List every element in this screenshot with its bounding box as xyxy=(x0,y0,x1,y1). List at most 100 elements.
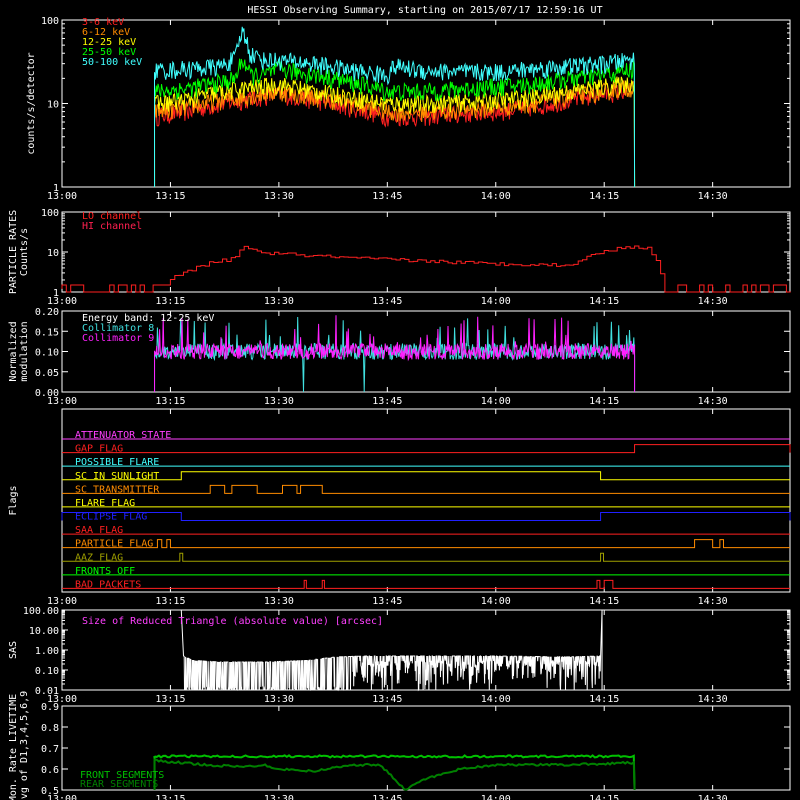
annotation: Energy band: 12-25 keV xyxy=(82,313,214,324)
annotation: Size of Reduced Triangle (absolute value… xyxy=(82,616,383,627)
series-line xyxy=(153,754,636,791)
x-tick-label: 14:00 xyxy=(481,296,511,307)
flag-line xyxy=(62,471,790,481)
legend-entry: Collimator 9 xyxy=(82,333,154,344)
y-axis-label-line2: Counts/s xyxy=(19,228,30,276)
y-tick-label: 0.6 xyxy=(41,765,59,776)
flag-label: PARTICLE FLAG xyxy=(75,539,153,550)
x-tick-label: 13:45 xyxy=(372,396,402,407)
flag-label: SAA FLAG xyxy=(75,525,123,536)
flag-label: ECLIPSE FLAG xyxy=(75,512,147,523)
y-tick-label: 0.9 xyxy=(41,702,59,713)
panel-2: 13:00 13:15 13:30 13:45 14:00 14:15 14:30 1 10 10… xyxy=(8,208,791,307)
legend-entry: 6-12 keV xyxy=(82,27,130,38)
x-tick-label: 14:15 xyxy=(589,191,619,202)
series-line xyxy=(154,26,636,188)
legend-entry: HI channel xyxy=(82,221,142,232)
x-tick-label: 13:00 xyxy=(47,191,77,202)
flag-label: BAD PACKETS xyxy=(75,579,141,590)
series-line xyxy=(154,58,636,188)
panel-4: 13:00 13:15 13:30 13:45 14:00 14:15 14:30 Flags… xyxy=(8,408,791,607)
flag-line xyxy=(62,444,791,454)
panel-5: 13:00 13:15 13:30 13:45 14:00 14:15 14:30 0.01 0… xyxy=(8,606,791,705)
x-tick-label: 13:30 xyxy=(264,396,294,407)
series-line xyxy=(61,245,791,293)
y-tick-label: 0.01 xyxy=(35,686,59,697)
y-tick-label: 1.00 xyxy=(35,646,59,657)
panel-1: 13:00 13:15 13:30 13:45 14:00 14:15 14:30 1 10 10… xyxy=(26,16,791,202)
x-tick-label: 14:00 xyxy=(481,396,511,407)
x-tick-label: 13:30 xyxy=(264,596,294,607)
x-tick-label: 13:00 xyxy=(47,396,77,407)
legend-entry: Collimator 8 xyxy=(82,323,154,334)
legend-entry: 3-6 keV xyxy=(82,17,124,28)
x-tick-label: 13:15 xyxy=(155,191,185,202)
x-tick-label: 13:45 xyxy=(372,794,402,800)
y-axis-label-line1: Normalized xyxy=(8,321,19,381)
x-tick-label: 13:15 xyxy=(155,396,185,407)
x-tick-label: 14:30 xyxy=(698,296,728,307)
x-tick-label: 14:00 xyxy=(481,596,511,607)
y-tick-label: 0.8 xyxy=(41,723,59,734)
flag-label: POSSIBLE FLARE xyxy=(75,457,159,468)
flag-line xyxy=(62,579,790,589)
legend-entry: 25-50 keV xyxy=(82,47,136,58)
x-tick-label: 13:30 xyxy=(264,694,294,705)
x-tick-label: 13:45 xyxy=(372,296,402,307)
y-tick-label: 0.15 xyxy=(35,327,59,338)
x-tick-label: 13:30 xyxy=(264,296,294,307)
y-tick-label: 100 xyxy=(41,16,59,27)
legend-entry: FRONT SEGMENTS xyxy=(80,770,164,781)
chart-title: HESSI Observing Summary, starting on 201… xyxy=(247,5,602,16)
x-tick-label: 13:45 xyxy=(372,596,402,607)
flag-line xyxy=(61,512,791,521)
x-tick-label: 14:15 xyxy=(589,794,619,800)
legend-entry: 12-25 keV xyxy=(82,37,136,48)
x-tick-label: 13:00 xyxy=(47,296,77,307)
x-tick-label: 13:30 xyxy=(264,794,294,800)
x-tick-label: 14:15 xyxy=(589,596,619,607)
y-tick-label: 0.10 xyxy=(35,348,59,359)
x-tick-label: 13:15 xyxy=(155,296,185,307)
flag-line xyxy=(62,552,790,562)
flag-label: AAZ FLAG xyxy=(75,552,123,563)
panel-6: 13:00 13:15 13:30 13:45 14:00 14:15 14:30 0.5 0.… xyxy=(8,691,791,800)
flag-label: GAP FLAG xyxy=(75,444,123,455)
y-axis-label-line1: PARTICLE RATES xyxy=(8,210,19,294)
x-tick-label: 13:45 xyxy=(372,694,402,705)
x-tick-label: 13:30 xyxy=(264,191,294,202)
x-tick-label: 13:15 xyxy=(155,694,185,705)
flag-label: FLARE FLAG xyxy=(75,498,135,509)
y-axis-label: SAS xyxy=(8,641,19,659)
y-axis-label: Mon. Rate LIVETIMEavg of D1,3,4,5,6,9 xyxy=(8,691,30,800)
flag-label: SC IN SUNLIGHT xyxy=(75,471,159,482)
x-tick-label: 14:30 xyxy=(698,596,728,607)
flag-label: ATTENUATOR STATE xyxy=(75,430,171,441)
y-tick-label: 0.20 xyxy=(35,307,59,318)
panel-3: 13:00 13:15 13:30 13:45 14:00 14:15 14:30 0.00 0… xyxy=(8,307,791,407)
x-tick-label: 13:15 xyxy=(155,794,185,800)
y-axis-label-line2: modulation xyxy=(19,321,30,381)
y-tick-label: 0.10 xyxy=(35,666,59,677)
x-tick-label: 13:00 xyxy=(47,694,77,705)
x-tick-label: 14:30 xyxy=(698,794,728,800)
y-tick-label: 1 xyxy=(53,288,59,299)
x-tick-label: 14:00 xyxy=(481,694,511,705)
flag-line xyxy=(62,539,790,549)
y-axis-label-line1: Mon. Rate LIVETIME xyxy=(8,694,19,800)
y-tick-label: 1 xyxy=(53,183,59,194)
y-axis-label: Normalizedmodulation xyxy=(8,321,30,381)
x-tick-label: 14:30 xyxy=(698,694,728,705)
y-tick-label: 0.05 xyxy=(35,368,59,379)
x-tick-label: 14:00 xyxy=(481,191,511,202)
y-tick-label: 100.00 xyxy=(23,606,59,617)
y-tick-label: 10 xyxy=(47,248,59,259)
y-tick-label: 100 xyxy=(41,208,59,219)
flag-line xyxy=(62,484,790,494)
y-axis-label: Flags xyxy=(8,485,19,515)
y-axis-label-line2: avg of D1,3,4,5,6,9 xyxy=(19,691,30,800)
x-tick-label: 14:00 xyxy=(481,794,511,800)
y-tick-label: 10 xyxy=(47,100,59,111)
y-axis-label: counts/s/detector xyxy=(26,52,37,154)
